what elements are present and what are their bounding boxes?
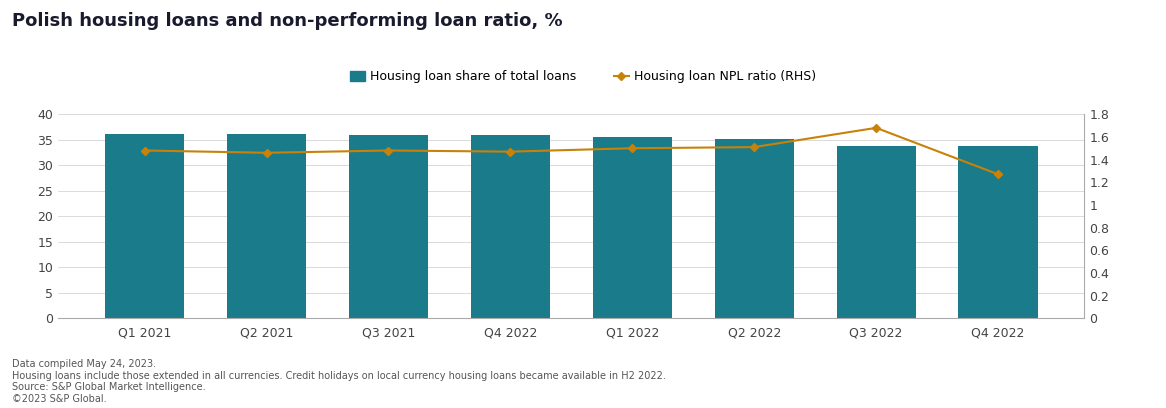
Housing loan NPL ratio (RHS) [991,172,1005,177]
Housing loan NPL ratio (RHS) [138,148,152,153]
Text: Data compiled May 24, 2023.
Housing loans include those extended in all currenci: Data compiled May 24, 2023. Housing loan… [12,359,666,404]
Bar [349,135,428,318]
Housing loan NPL ratio (RHS) [381,148,395,153]
Bar [105,134,184,318]
Housing loan NPL ratio (RHS) [625,146,639,151]
Bar [715,139,794,318]
Housing loan NPL ratio (RHS) [869,125,883,130]
Legend: Housing loan share of total loans, Housing loan NPL ratio (RHS): Housing loan share of total loans, Housi… [345,65,821,89]
Bar [471,135,550,318]
Bar [592,137,672,318]
Housing loan NPL ratio (RHS) [504,149,518,154]
Text: Polish housing loans and non-performing loan ratio, %: Polish housing loans and non-performing … [12,12,562,30]
Bar [836,146,915,318]
Bar [227,134,307,318]
Line: Housing loan NPL ratio (RHS): Housing loan NPL ratio (RHS) [141,125,1002,177]
Bar [958,146,1038,318]
Housing loan NPL ratio (RHS) [747,145,761,150]
Housing loan NPL ratio (RHS) [260,150,274,155]
